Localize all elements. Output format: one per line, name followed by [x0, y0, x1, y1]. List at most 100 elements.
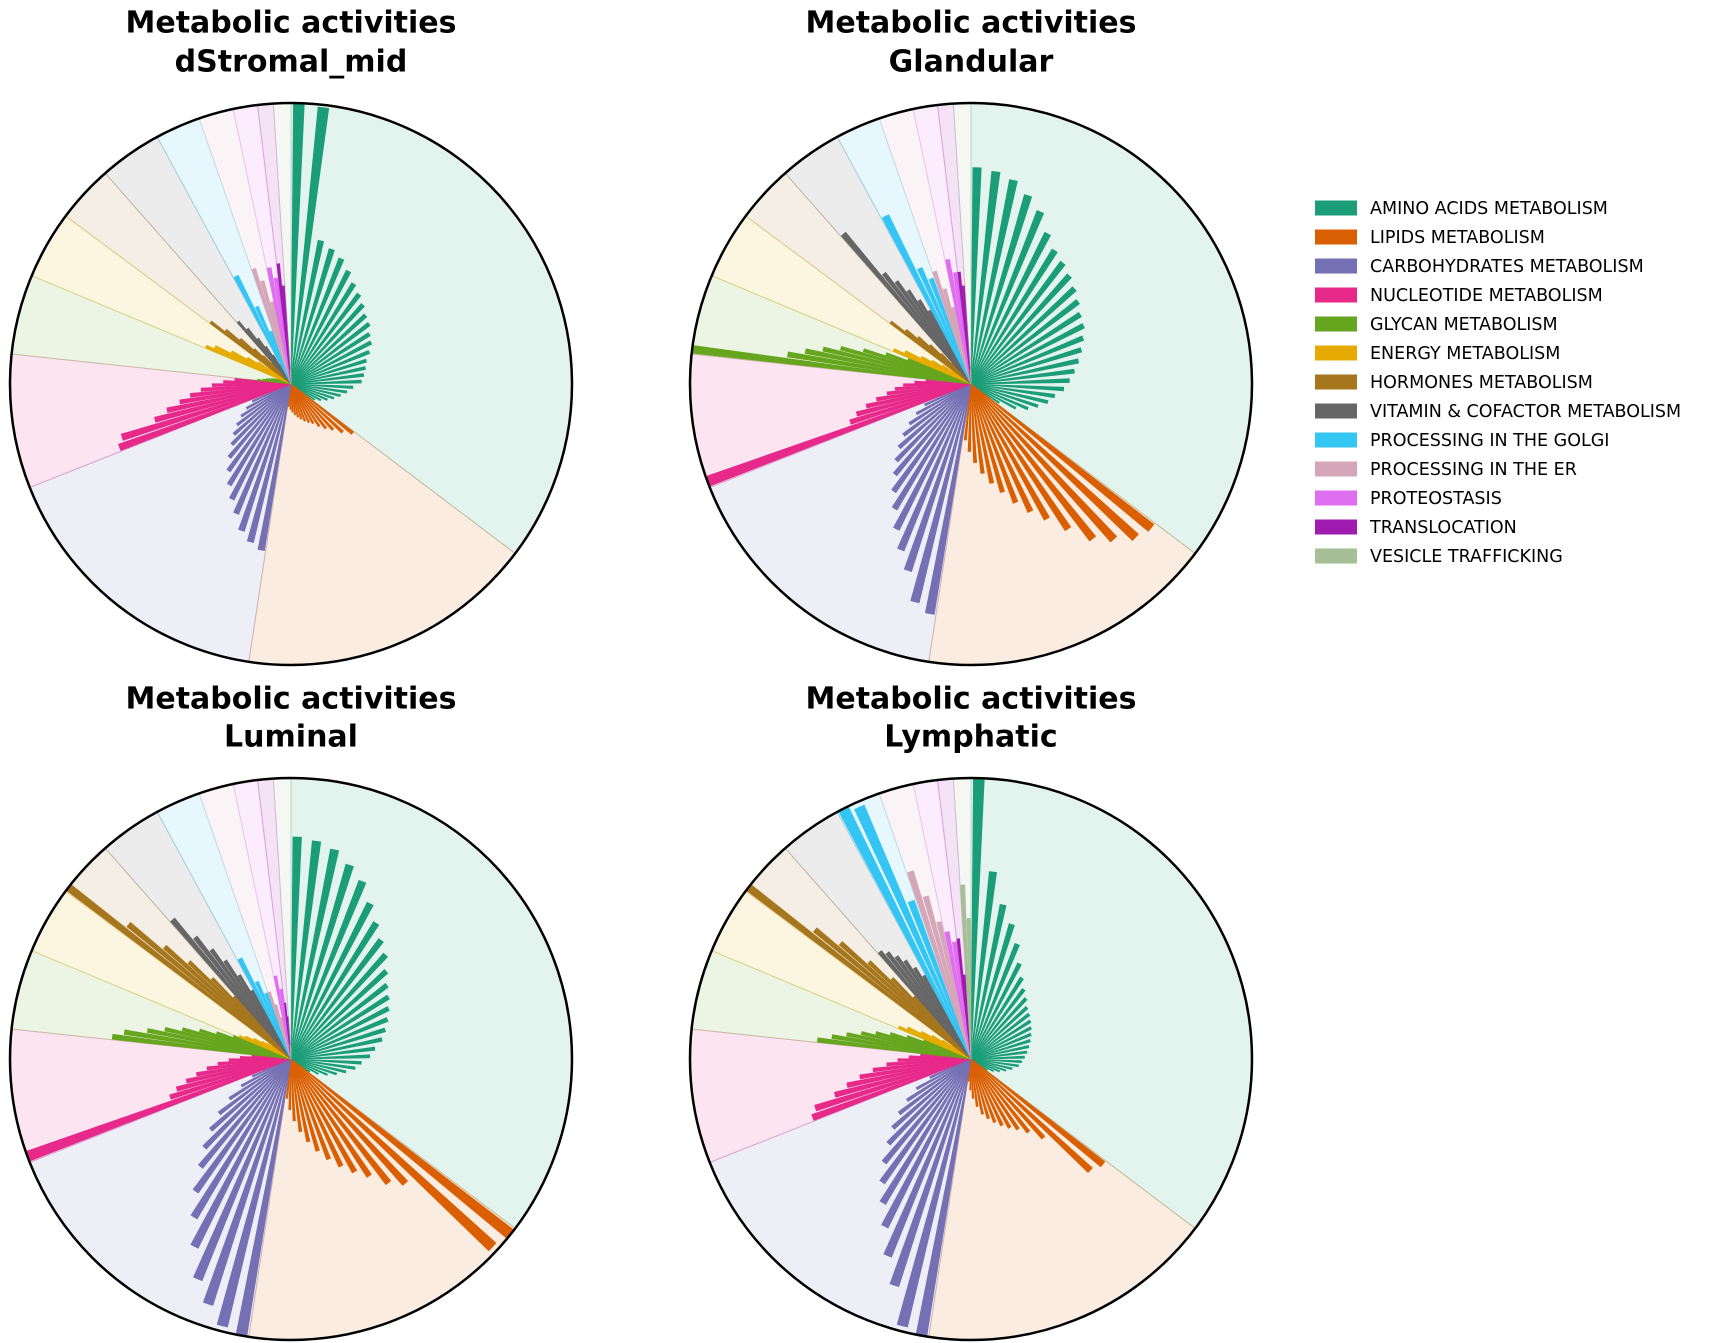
bar — [970, 260, 1066, 385]
bar — [290, 383, 341, 398]
bar — [290, 1058, 358, 1174]
bar — [206, 1058, 292, 1071]
bar — [195, 1058, 292, 1077]
bar — [970, 997, 1028, 1060]
bar — [154, 383, 292, 423]
bar — [290, 1017, 389, 1060]
bar — [970, 383, 1005, 494]
bar — [970, 383, 995, 484]
bar — [883, 1058, 972, 1258]
bar — [970, 383, 1118, 543]
bar — [223, 959, 292, 1060]
bar — [245, 383, 292, 410]
bar — [185, 1058, 292, 1084]
legend-label: TRANSLOCATION — [1369, 518, 1517, 538]
bar — [970, 1058, 985, 1115]
bar — [970, 347, 1083, 385]
bar — [894, 383, 972, 391]
legend-swatch — [1315, 200, 1357, 216]
chart-subtitle: Luminal — [224, 720, 358, 755]
bar — [273, 277, 292, 385]
bar — [193, 935, 292, 1060]
bar — [233, 383, 292, 515]
bar — [970, 1058, 1001, 1073]
bar — [274, 1004, 292, 1060]
bar — [970, 248, 1058, 385]
bar — [881, 214, 972, 385]
bar — [923, 383, 972, 407]
bar — [944, 931, 972, 1060]
bar — [290, 321, 371, 385]
bar — [814, 1058, 972, 1112]
bar — [290, 383, 316, 401]
bar — [251, 1058, 292, 1078]
bar — [970, 383, 1050, 521]
bar — [290, 383, 335, 400]
bar — [951, 941, 972, 1060]
bar — [290, 248, 335, 385]
bar — [917, 266, 972, 385]
bar — [224, 328, 292, 385]
bar — [290, 292, 362, 385]
legend-label: GLYCAN METABOLISM — [1370, 315, 1558, 335]
bar — [238, 383, 292, 532]
bar — [290, 383, 328, 401]
legend-swatch — [1315, 287, 1357, 303]
panel: Metabolic activities dStromal_mid — [8, 6, 574, 667]
legend-label: VESICLE TRAFFICKING — [1370, 547, 1563, 567]
bar — [970, 383, 1097, 542]
bar — [877, 950, 972, 1060]
bar — [922, 974, 972, 1060]
bar — [290, 383, 354, 389]
bar — [290, 383, 348, 394]
bar — [812, 927, 972, 1060]
bar — [970, 273, 1072, 385]
bar — [897, 383, 972, 450]
bar — [290, 1054, 371, 1060]
bar — [290, 848, 340, 1060]
bar — [967, 383, 972, 452]
bar — [260, 280, 292, 385]
bar — [811, 1058, 972, 1121]
bar — [280, 1017, 292, 1060]
bar — [970, 1058, 1019, 1068]
bar — [267, 991, 292, 1060]
bar — [281, 285, 292, 385]
legend-swatch — [1315, 490, 1357, 506]
bar — [970, 383, 1065, 392]
bar — [290, 840, 322, 1060]
bar — [834, 1058, 972, 1098]
bar — [251, 383, 292, 403]
bar — [838, 941, 972, 1060]
bar — [232, 995, 292, 1060]
bar — [891, 383, 972, 494]
bar — [970, 1012, 1031, 1060]
legend-swatch — [1315, 548, 1357, 564]
bar — [290, 383, 335, 431]
bar — [970, 358, 1080, 385]
bar — [897, 1058, 972, 1116]
bar — [970, 1058, 1013, 1070]
bar — [970, 923, 1015, 1060]
bar — [290, 1058, 356, 1070]
bar — [970, 383, 978, 464]
bar — [855, 383, 972, 417]
bar — [846, 1058, 972, 1088]
bar — [970, 1039, 1031, 1060]
bar — [970, 1058, 1031, 1134]
bar — [126, 921, 292, 1060]
bar — [290, 349, 371, 385]
bar — [849, 383, 972, 425]
bar — [970, 299, 1081, 385]
bar — [290, 303, 365, 385]
bar — [912, 995, 972, 1060]
bar — [970, 167, 982, 385]
bar — [891, 1058, 972, 1130]
bar — [228, 1058, 292, 1101]
bar — [822, 346, 972, 385]
bar — [894, 955, 972, 1060]
bar — [970, 323, 1085, 385]
bar — [956, 938, 972, 1060]
bar — [190, 1058, 292, 1220]
